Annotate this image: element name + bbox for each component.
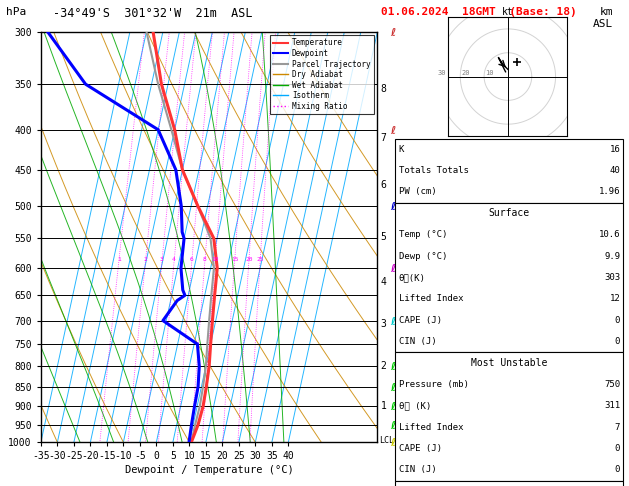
Text: 2: 2 [381,361,386,371]
Text: 750: 750 [604,380,620,389]
Text: ASL: ASL [593,19,613,30]
Text: Pressure (mb): Pressure (mb) [399,380,469,389]
Text: Mixing Ratio (g/kg): Mixing Ratio (g/kg) [408,190,416,284]
Text: $\mathbf{\ell\!\!\!\ell}$: $\mathbf{\ell\!\!\!\ell}$ [390,200,396,212]
Text: $\mathbf{\ell\!\!\!\ell}$: $\mathbf{\ell\!\!\!\ell}$ [390,360,396,372]
Title: kt: kt [502,7,514,17]
Text: $\mathbf{\ell\!\!\!\ell}$: $\mathbf{\ell\!\!\!\ell}$ [390,419,396,431]
Text: 7: 7 [615,423,620,432]
Text: $\mathbf{\ell\!\!\!\ell}$: $\mathbf{\ell\!\!\!\ell}$ [390,262,396,274]
Text: 6: 6 [381,180,386,190]
Text: 25: 25 [256,257,264,262]
Text: 3: 3 [160,257,164,262]
Text: 10: 10 [486,70,494,76]
Text: Totals Totals: Totals Totals [399,166,469,175]
Text: CAPE (J): CAPE (J) [399,316,442,325]
Text: CIN (J): CIN (J) [399,337,437,346]
Text: 6: 6 [190,257,194,262]
Text: 8: 8 [203,257,207,262]
Text: 8: 8 [381,84,386,94]
Text: Lifted Index: Lifted Index [399,423,464,432]
Text: $\mathbf{\ell\!\!\!\ell}$: $\mathbf{\ell\!\!\!\ell}$ [390,400,396,412]
Text: km: km [600,7,613,17]
Text: $\mathbf{\ell\!\!\!\ell}$: $\mathbf{\ell\!\!\!\ell}$ [390,381,396,393]
Text: $\mathbf{\ell\!\!\!\ell}$: $\mathbf{\ell\!\!\!\ell}$ [390,124,396,136]
Text: 20: 20 [462,70,470,76]
Text: Temp (°C): Temp (°C) [399,230,447,239]
Text: 20: 20 [245,257,252,262]
Text: 5: 5 [381,232,386,242]
Text: 7: 7 [381,133,386,143]
Text: 4: 4 [381,277,386,287]
Text: 4: 4 [172,257,176,262]
Text: CIN (J): CIN (J) [399,466,437,474]
Text: Dewp (°C): Dewp (°C) [399,252,447,260]
Text: θᴇ (K): θᴇ (K) [399,401,431,410]
Text: $\mathbf{\ell\!\!\!\ell}$: $\mathbf{\ell\!\!\!\ell}$ [390,314,396,327]
Text: Most Unstable: Most Unstable [470,358,547,368]
Text: 16: 16 [610,145,620,154]
Legend: Temperature, Dewpoint, Parcel Trajectory, Dry Adiabat, Wet Adiabat, Isotherm, Mi: Temperature, Dewpoint, Parcel Trajectory… [270,35,374,114]
Text: 0: 0 [615,444,620,453]
Text: 0: 0 [615,466,620,474]
Text: -34°49'S  301°32'W  21m  ASL: -34°49'S 301°32'W 21m ASL [53,7,253,20]
Text: PW (cm): PW (cm) [399,188,437,196]
Text: 30: 30 [438,70,446,76]
Text: θᴇ(K): θᴇ(K) [399,273,426,282]
Text: 9.9: 9.9 [604,252,620,260]
Text: 0: 0 [615,316,620,325]
Text: $\mathbf{\ell\!\!\!\ell}$: $\mathbf{\ell\!\!\!\ell}$ [390,26,396,37]
Text: 12: 12 [610,295,620,303]
Text: 1.96: 1.96 [599,188,620,196]
Text: 2: 2 [143,257,147,262]
Text: 40: 40 [610,166,620,175]
Text: 10.6: 10.6 [599,230,620,239]
Text: 1: 1 [381,401,386,411]
Text: 15: 15 [231,257,238,262]
Text: $\mathbf{\ell\!\!\!\ell}$: $\mathbf{\ell\!\!\!\ell}$ [390,436,396,448]
Text: 01.06.2024  18GMT  (Base: 18): 01.06.2024 18GMT (Base: 18) [381,7,576,17]
Text: LCL: LCL [379,436,394,445]
Text: 303: 303 [604,273,620,282]
Text: 10: 10 [211,257,219,262]
Text: 311: 311 [604,401,620,410]
Text: hPa: hPa [6,7,26,17]
Text: CAPE (J): CAPE (J) [399,444,442,453]
Text: Surface: Surface [488,208,530,218]
Text: 3: 3 [381,318,386,329]
Text: 1: 1 [117,257,121,262]
X-axis label: Dewpoint / Temperature (°C): Dewpoint / Temperature (°C) [125,466,294,475]
Text: K: K [399,145,404,154]
Text: Lifted Index: Lifted Index [399,295,464,303]
Text: 0: 0 [615,337,620,346]
